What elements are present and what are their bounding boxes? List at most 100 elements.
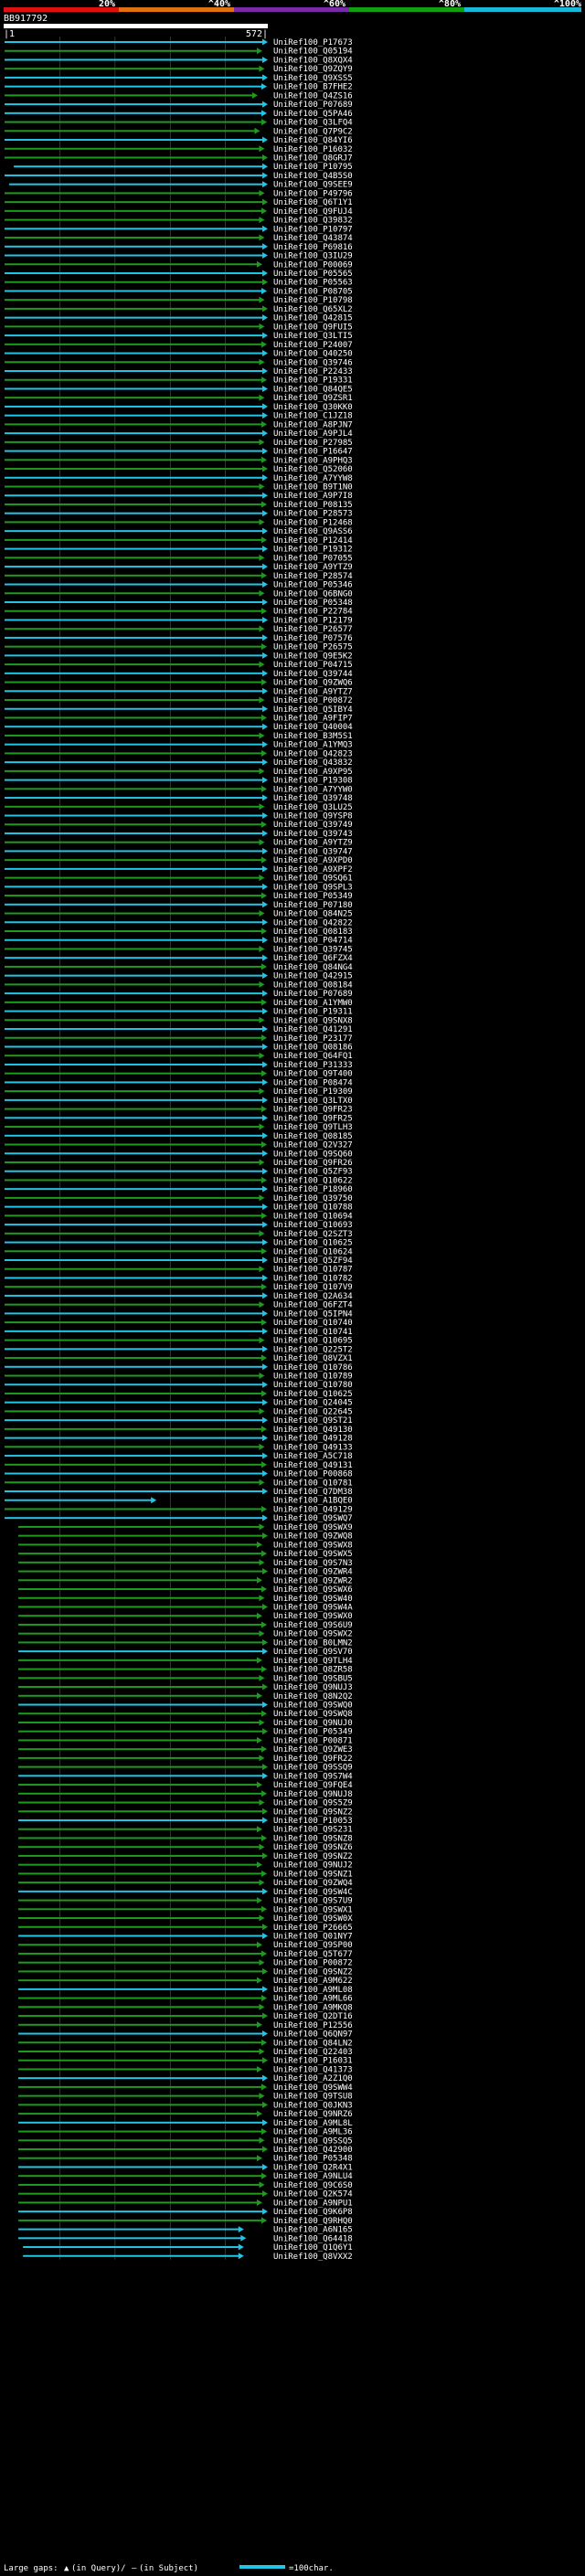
hit-row[interactable]: UniRef100_Q42900: [18, 2146, 353, 2155]
hit-row[interactable]: UniRef100_Q49133: [5, 1443, 353, 1452]
hit-label[interactable]: UniRef100_Q08186: [273, 1043, 353, 1052]
hit-row[interactable]: UniRef100_P17673: [5, 38, 353, 48]
hit-row[interactable]: UniRef100_P00872: [5, 696, 353, 705]
hit-label[interactable]: UniRef100_Q9E5K2: [273, 652, 353, 661]
hit-label[interactable]: UniRef100_Q8XQX4: [273, 56, 353, 65]
hit-row[interactable]: UniRef100_P22784: [5, 608, 353, 617]
hit-row[interactable]: UniRef100_Q9SNZ2: [18, 1967, 353, 1977]
hit-label[interactable]: UniRef100_Q08185: [273, 1132, 353, 1141]
hit-label[interactable]: UniRef100_A9ML8L: [273, 2119, 353, 2128]
hit-label[interactable]: UniRef100_P00069: [273, 260, 353, 270]
hit-row[interactable]: UniRef100_Q9FUI5: [5, 323, 353, 332]
hit-row[interactable]: UniRef100_Q08185: [5, 1132, 353, 1141]
hit-row[interactable]: UniRef100_P08705: [5, 287, 353, 296]
hit-row[interactable]: UniRef100_Q9SNZ6: [18, 1843, 353, 1852]
hit-label[interactable]: UniRef100_Q9SNZ6: [273, 1843, 353, 1852]
hit-label[interactable]: UniRef100_Q9NUJ0: [273, 1719, 353, 1728]
hit-row[interactable]: UniRef100_Q9FR23: [5, 1106, 353, 1115]
hit-label[interactable]: UniRef100_Q9SBU5: [273, 1674, 353, 1683]
hit-label[interactable]: UniRef100_Q9FQE4: [273, 1781, 353, 1790]
hit-row[interactable]: UniRef100_P05565: [5, 270, 353, 279]
hit-row[interactable]: UniRef100_Q9XSS5: [5, 74, 353, 83]
hit-label[interactable]: UniRef100_P00872: [273, 1959, 353, 1968]
hit-label[interactable]: UniRef100_P00871: [273, 1736, 353, 1745]
hit-row[interactable]: UniRef100_Q10780: [5, 1381, 353, 1390]
hit-label[interactable]: UniRef100_Q64FQ1: [273, 1052, 353, 1061]
hit-label[interactable]: UniRef100_Q9TSU8: [273, 2093, 353, 2102]
hit-label[interactable]: UniRef100_Q9SNX8: [273, 1016, 353, 1025]
hit-row[interactable]: UniRef100_P12468: [5, 518, 353, 527]
hit-row[interactable]: UniRef100_Q40004: [5, 723, 353, 732]
hit-label[interactable]: UniRef100_Q39745: [273, 945, 353, 954]
hit-label[interactable]: UniRef100_Q9ZWQ4: [273, 1879, 353, 1888]
hit-label[interactable]: UniRef100_Q65XL2: [273, 305, 353, 314]
hit-row[interactable]: UniRef100_P23177: [5, 1034, 353, 1044]
hit-row[interactable]: UniRef100_Q8N2Q2: [18, 1692, 353, 1701]
hit-row[interactable]: UniRef100_Q9FR22: [18, 1754, 353, 1764]
hit-row[interactable]: UniRef100_A7YYW8: [5, 474, 353, 483]
hit-row[interactable]: UniRef100_Q9SEE9: [9, 181, 353, 190]
hit-label[interactable]: UniRef100_P26577: [273, 625, 353, 634]
hit-row[interactable]: UniRef100_Q6QN97: [18, 2030, 353, 2040]
hit-row[interactable]: UniRef100_A9ML36: [18, 2128, 353, 2137]
hit-row[interactable]: UniRef100_Q10740: [5, 1319, 353, 1328]
hit-row[interactable]: UniRef100_Q2V327: [5, 1141, 353, 1150]
hit-label[interactable]: UniRef100_Q4ZS16: [273, 91, 353, 101]
hit-label[interactable]: UniRef100_Q10740: [273, 1319, 353, 1328]
hit-row[interactable]: UniRef100_Q8VZX1: [5, 1354, 353, 1363]
hit-label[interactable]: UniRef100_Q22403: [273, 2048, 353, 2057]
hit-label[interactable]: UniRef100_Q10787: [273, 1266, 353, 1275]
hit-label[interactable]: UniRef100_Q84NG4: [273, 963, 353, 972]
hit-label[interactable]: UniRef100_B3M5S1: [273, 732, 353, 741]
hit-label[interactable]: UniRef100_P19308: [273, 777, 353, 786]
hit-row[interactable]: UniRef100_P19311: [5, 1008, 353, 1017]
hit-row[interactable]: UniRef100_Q84LN2: [18, 2039, 353, 2048]
hit-row[interactable]: UniRef100_Q43874: [5, 234, 353, 243]
hit-label[interactable]: UniRef100_Q10694: [273, 1212, 353, 1221]
hit-label[interactable]: UniRef100_Q49133: [273, 1443, 353, 1452]
hit-label[interactable]: UniRef100_P05348: [273, 2155, 353, 2164]
hit-label[interactable]: UniRef100_Q9SPL3: [273, 883, 353, 892]
hit-label[interactable]: UniRef100_B7FHE2: [273, 83, 353, 92]
hit-row[interactable]: UniRef100_A9P7I8: [5, 492, 353, 501]
hit-label[interactable]: UniRef100_P05349: [273, 1728, 353, 1737]
hit-row[interactable]: UniRef100_A1YMW0: [5, 999, 353, 1008]
hit-row[interactable]: UniRef100_Q84YI6: [5, 136, 353, 145]
hit-row[interactable]: UniRef100_Q9SW4C: [18, 1888, 353, 1897]
hit-label[interactable]: UniRef100_P10795: [273, 163, 353, 172]
hit-row[interactable]: UniRef100_Q10624: [5, 1247, 353, 1256]
hit-row[interactable]: UniRef100_Q10693: [5, 1221, 353, 1230]
hit-row[interactable]: UniRef100_P08135: [5, 501, 353, 510]
hit-label[interactable]: UniRef100_P28573: [273, 510, 353, 519]
hit-label[interactable]: UniRef100_Q9ZWE3: [273, 1745, 353, 1754]
hit-row[interactable]: UniRef100_Q9C6S0: [18, 2181, 353, 2190]
hit-label[interactable]: UniRef100_Q10786: [273, 1363, 353, 1373]
hit-label[interactable]: UniRef100_Q5PA46: [273, 110, 353, 119]
hit-label[interactable]: UniRef100_Q10693: [273, 1221, 353, 1230]
hit-row[interactable]: UniRef100_Q9S231: [18, 1826, 353, 1835]
hit-row[interactable]: UniRef100_Q10741: [5, 1328, 353, 1337]
hit-label[interactable]: UniRef100_Q5ZF93: [273, 1168, 353, 1177]
hit-row[interactable]: UniRef100_Q9ST21: [5, 1416, 353, 1426]
hit-row[interactable]: UniRef100_Q8GRJ7: [5, 154, 353, 163]
hit-label[interactable]: UniRef100_Q9K6P8: [273, 2208, 353, 2217]
hit-label[interactable]: UniRef100_Q39747: [273, 847, 353, 856]
hit-label[interactable]: UniRef100_P00868: [273, 1470, 353, 1479]
hit-row[interactable]: UniRef100_Q9E5K2: [5, 652, 353, 661]
hit-label[interactable]: UniRef100_Q9S5Z9: [273, 1799, 353, 1808]
hit-row[interactable]: UniRef100_P19312: [5, 546, 353, 555]
hit-label[interactable]: UniRef100_Q41373: [273, 2065, 353, 2074]
hit-label[interactable]: UniRef100_P19311: [273, 1008, 353, 1017]
hit-label[interactable]: UniRef100_Q9S231: [273, 1826, 353, 1835]
hit-label[interactable]: UniRef100_Q9SWQ7: [273, 1514, 353, 1523]
hit-label[interactable]: UniRef100_P07055: [273, 554, 353, 563]
hit-label[interactable]: UniRef100_A9XPD0: [273, 856, 353, 865]
hit-label[interactable]: UniRef100_Q9TLH3: [273, 1123, 353, 1132]
hit-row[interactable]: UniRef100_P26665: [18, 1924, 353, 1933]
hit-row[interactable]: UniRef100_Q9SNZ1: [18, 1870, 353, 1879]
hit-row[interactable]: UniRef100_Q9YSP8: [5, 812, 353, 822]
hit-label[interactable]: UniRef100_A9FIP7: [273, 714, 353, 723]
hit-row[interactable]: UniRef100_A9XP95: [5, 768, 353, 777]
hit-label[interactable]: UniRef100_P12179: [273, 616, 353, 625]
hit-row[interactable]: UniRef100_P05346: [5, 581, 353, 590]
